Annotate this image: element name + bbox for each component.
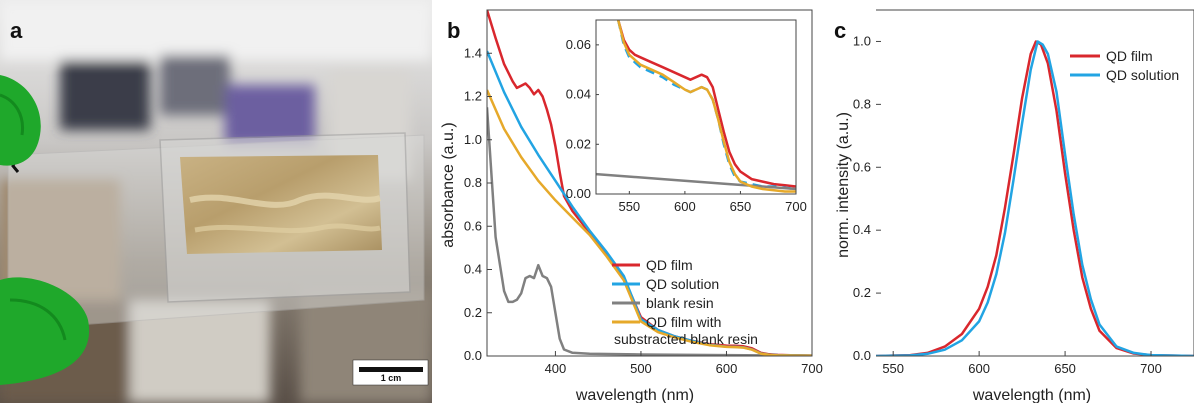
c-x-tick-label: 550: [882, 361, 904, 376]
absorbance-chart: 400 500 600 700 0.0 0.2 0.4 0.6 0.8 1.0 1.2 1.4 wav…: [440, 9, 823, 403]
c-y-tick-label: 0.6: [853, 159, 871, 174]
scale-bar-box: [352, 359, 429, 386]
inset-plot-frame: [595, 19, 797, 195]
b-inset-y-tick-label: 0.04: [566, 87, 591, 102]
pl-x-axis-title: wavelength (nm): [972, 387, 1091, 403]
absorbance-inset-chart: 550 600 650 700 0.00 0.02 0.04 0.06: [566, 19, 807, 214]
absorbance-x-axis-title: wavelength (nm): [575, 387, 694, 403]
legend-label-qd-film-sub: QD film with substracted blank resin: [614, 314, 758, 347]
panel-label-a: a: [10, 18, 23, 43]
pl-y-axis-title: norm. intensity (a.u.): [835, 112, 852, 258]
b-inset-y-tick-label: 0.06: [566, 37, 591, 52]
pl-legend: QD film QD solution: [1070, 48, 1179, 83]
b-inset-x-tick-label: 600: [674, 199, 696, 214]
pl-legend-label-qd-film: QD film: [1106, 48, 1153, 64]
c-y-tick-label: 0.4: [853, 222, 871, 237]
b-y-tick-label: 0.2: [464, 305, 482, 320]
b-y-tick-label: 1.2: [464, 89, 482, 104]
b-y-tick-label: 0.4: [464, 262, 482, 277]
c-series-qd-solution: [876, 40, 1194, 356]
b-y-tick-label: 0.6: [464, 218, 482, 233]
b-x-tick-label: 400: [545, 361, 567, 376]
c-x-tick-label: 600: [968, 361, 990, 376]
b-y-tick-label: 0.0: [464, 348, 482, 363]
b-y-tick-label: 0.8: [464, 175, 482, 190]
c-y-tick-label: 0.8: [853, 96, 871, 111]
absorbance-legend: QD film QD solution blank resin QD film …: [612, 257, 758, 347]
legend-label-blank-resin: blank resin: [646, 295, 714, 311]
b-y-tick-label: 1.4: [464, 45, 482, 60]
b-inset-series-blank-resin: [596, 172, 796, 191]
panel-label-b: b: [447, 18, 460, 43]
b-x-tick-label: 700: [801, 361, 823, 376]
b-inset-x-tick-label: 700: [785, 199, 807, 214]
legend-label-qd-film: QD film: [646, 257, 693, 273]
sample-photograph: a 1 cm: [0, 0, 432, 403]
pl-legend-label-qd-solution: QD solution: [1106, 67, 1179, 83]
b-inset-series-qd-film: [616, 20, 796, 188]
b-series-qd-film-with-substracted-blank-resin: [487, 89, 812, 356]
b-series-blank-resin: [487, 107, 812, 356]
b-x-tick-label: 500: [630, 361, 652, 376]
pl-chart: 550 600 650 700 0.0 0.2 0.4 0.6 0.8 1.0 wavelengt…: [835, 9, 1194, 403]
absorbance-y-axis-title: absorbance (a.u.): [440, 122, 457, 247]
c-y-tick-label: 1.0: [853, 33, 871, 48]
b-inset-y-tick-label: 0.00: [566, 186, 591, 201]
b-y-tick-label: 1.0: [464, 132, 482, 147]
glove-bottom: [0, 277, 90, 385]
c-x-tick-label: 650: [1054, 361, 1076, 376]
c-y-tick-label: 0.2: [853, 285, 871, 300]
c-y-tick-label: 0.0: [853, 348, 871, 363]
c-x-tick-label: 700: [1140, 361, 1162, 376]
legend-label-qd-solution: QD solution: [646, 276, 719, 292]
pl-plot-frame: [875, 9, 1194, 357]
b-inset-x-tick-label: 550: [618, 199, 640, 214]
b-inset-x-tick-label: 650: [730, 199, 752, 214]
scale-bar: [359, 367, 423, 372]
b-inset-series-qd-film-with-substracted-blank-resin: [616, 20, 796, 193]
panel-label-c: c: [834, 18, 846, 43]
scale-bar-label: 1 cm: [381, 373, 402, 383]
b-x-tick-label: 600: [716, 361, 738, 376]
b-inset-y-tick-label: 0.02: [566, 136, 591, 151]
c-series-qd-film: [876, 40, 1194, 356]
